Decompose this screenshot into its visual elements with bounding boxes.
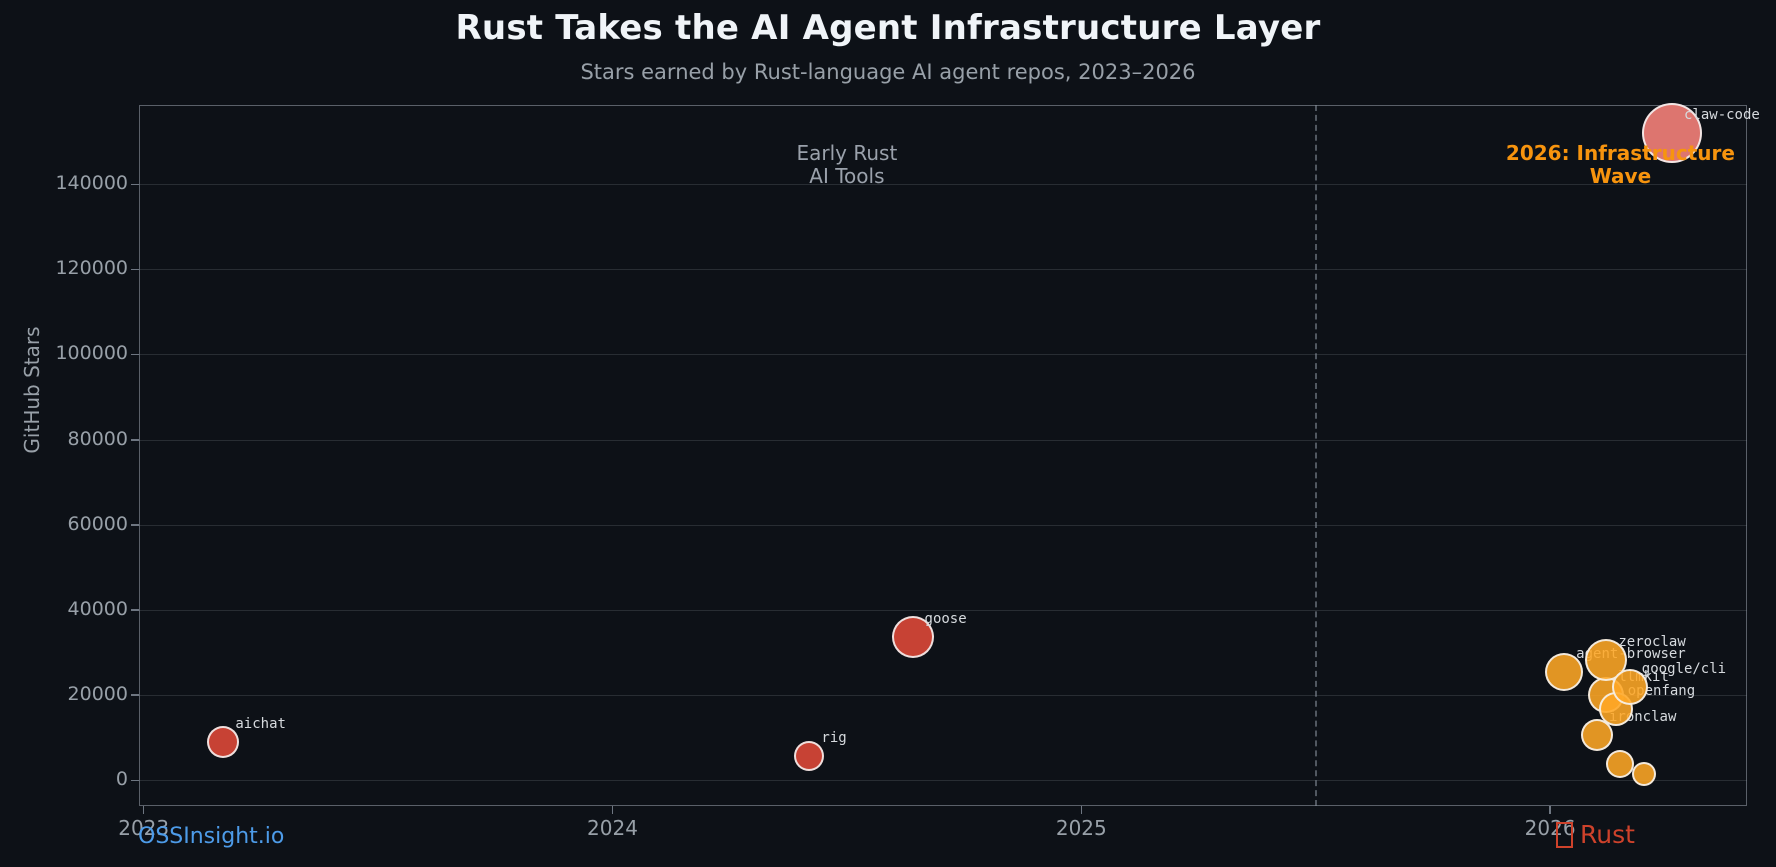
ossinsight-link[interactable]: OSSInsight.io [138, 824, 285, 849]
rust-footer: Rust [1556, 820, 1635, 849]
rust-footer-label: Rust [1580, 820, 1635, 849]
bubble-label: aichat [235, 715, 286, 732]
bubble-label: zeroclaw [1618, 634, 1686, 650]
bubble-google/cli [1611, 668, 1648, 705]
y-tick-mark [131, 183, 139, 186]
x-tick-label: 2026 [1524, 816, 1576, 840]
y-tick-label: 80000 [67, 427, 128, 450]
x-tick-mark [1549, 806, 1551, 814]
bubble-aichat [207, 725, 240, 758]
y-gridline [139, 780, 1747, 782]
y-gridline [139, 269, 1747, 271]
y-tick-mark [131, 694, 139, 696]
bubble-rig [794, 741, 825, 772]
y-tick-mark [131, 524, 139, 526]
y-gridline [139, 354, 1747, 356]
chart-annotation: 2026: Infrastructure Wave [1505, 141, 1735, 189]
chart-title: Rust Takes the AI Agent Infrastructure L… [455, 8, 1321, 48]
bubble-label: claw-code [1683, 107, 1760, 124]
crab-emoji-icon [1556, 821, 1573, 848]
plot-area [139, 105, 1747, 806]
y-tick-label: 140000 [55, 172, 128, 195]
x-tick-label: 2023 [118, 816, 170, 840]
y-tick-mark [131, 439, 139, 441]
chart-annotation: Early Rust AI Tools [796, 141, 898, 189]
x-tick-label: 2025 [1055, 816, 1107, 840]
bubble-label: google/cli [1641, 660, 1727, 677]
y-gridline [139, 184, 1747, 186]
y-gridline [139, 609, 1747, 611]
bubble-label: goose [924, 611, 967, 628]
x-tick-mark [1080, 806, 1083, 814]
y-tick-label: 0 [115, 768, 128, 791]
y-tick-label: 100000 [55, 342, 128, 365]
bubble-claw-code [1641, 103, 1702, 164]
bubble-label: rig [821, 730, 847, 747]
y-gridline [139, 524, 1747, 526]
x-tick-label: 2024 [587, 816, 638, 840]
y-tick-mark [131, 609, 139, 611]
bubble-goose [891, 616, 934, 659]
y-gridline [139, 694, 1747, 696]
y-tick-mark [131, 268, 139, 271]
y-tick-mark [131, 353, 139, 356]
x-tick-mark [142, 806, 145, 814]
y-tick-label: 40000 [67, 597, 128, 620]
y-gridline [139, 439, 1747, 441]
y-tick-label: 60000 [67, 512, 128, 535]
chart-subtitle: Stars earned by Rust-language AI agent r… [580, 60, 1196, 84]
y-tick-label: 120000 [55, 257, 128, 280]
bubble-unlabeled [1631, 761, 1656, 786]
y-tick-mark [131, 779, 139, 782]
y-tick-label: 20000 [67, 682, 128, 705]
era-divider-line [1314, 105, 1317, 806]
bubble-agent-browser [1545, 652, 1584, 691]
bubble-unlabeled [1606, 749, 1635, 778]
x-tick-mark [611, 806, 614, 814]
